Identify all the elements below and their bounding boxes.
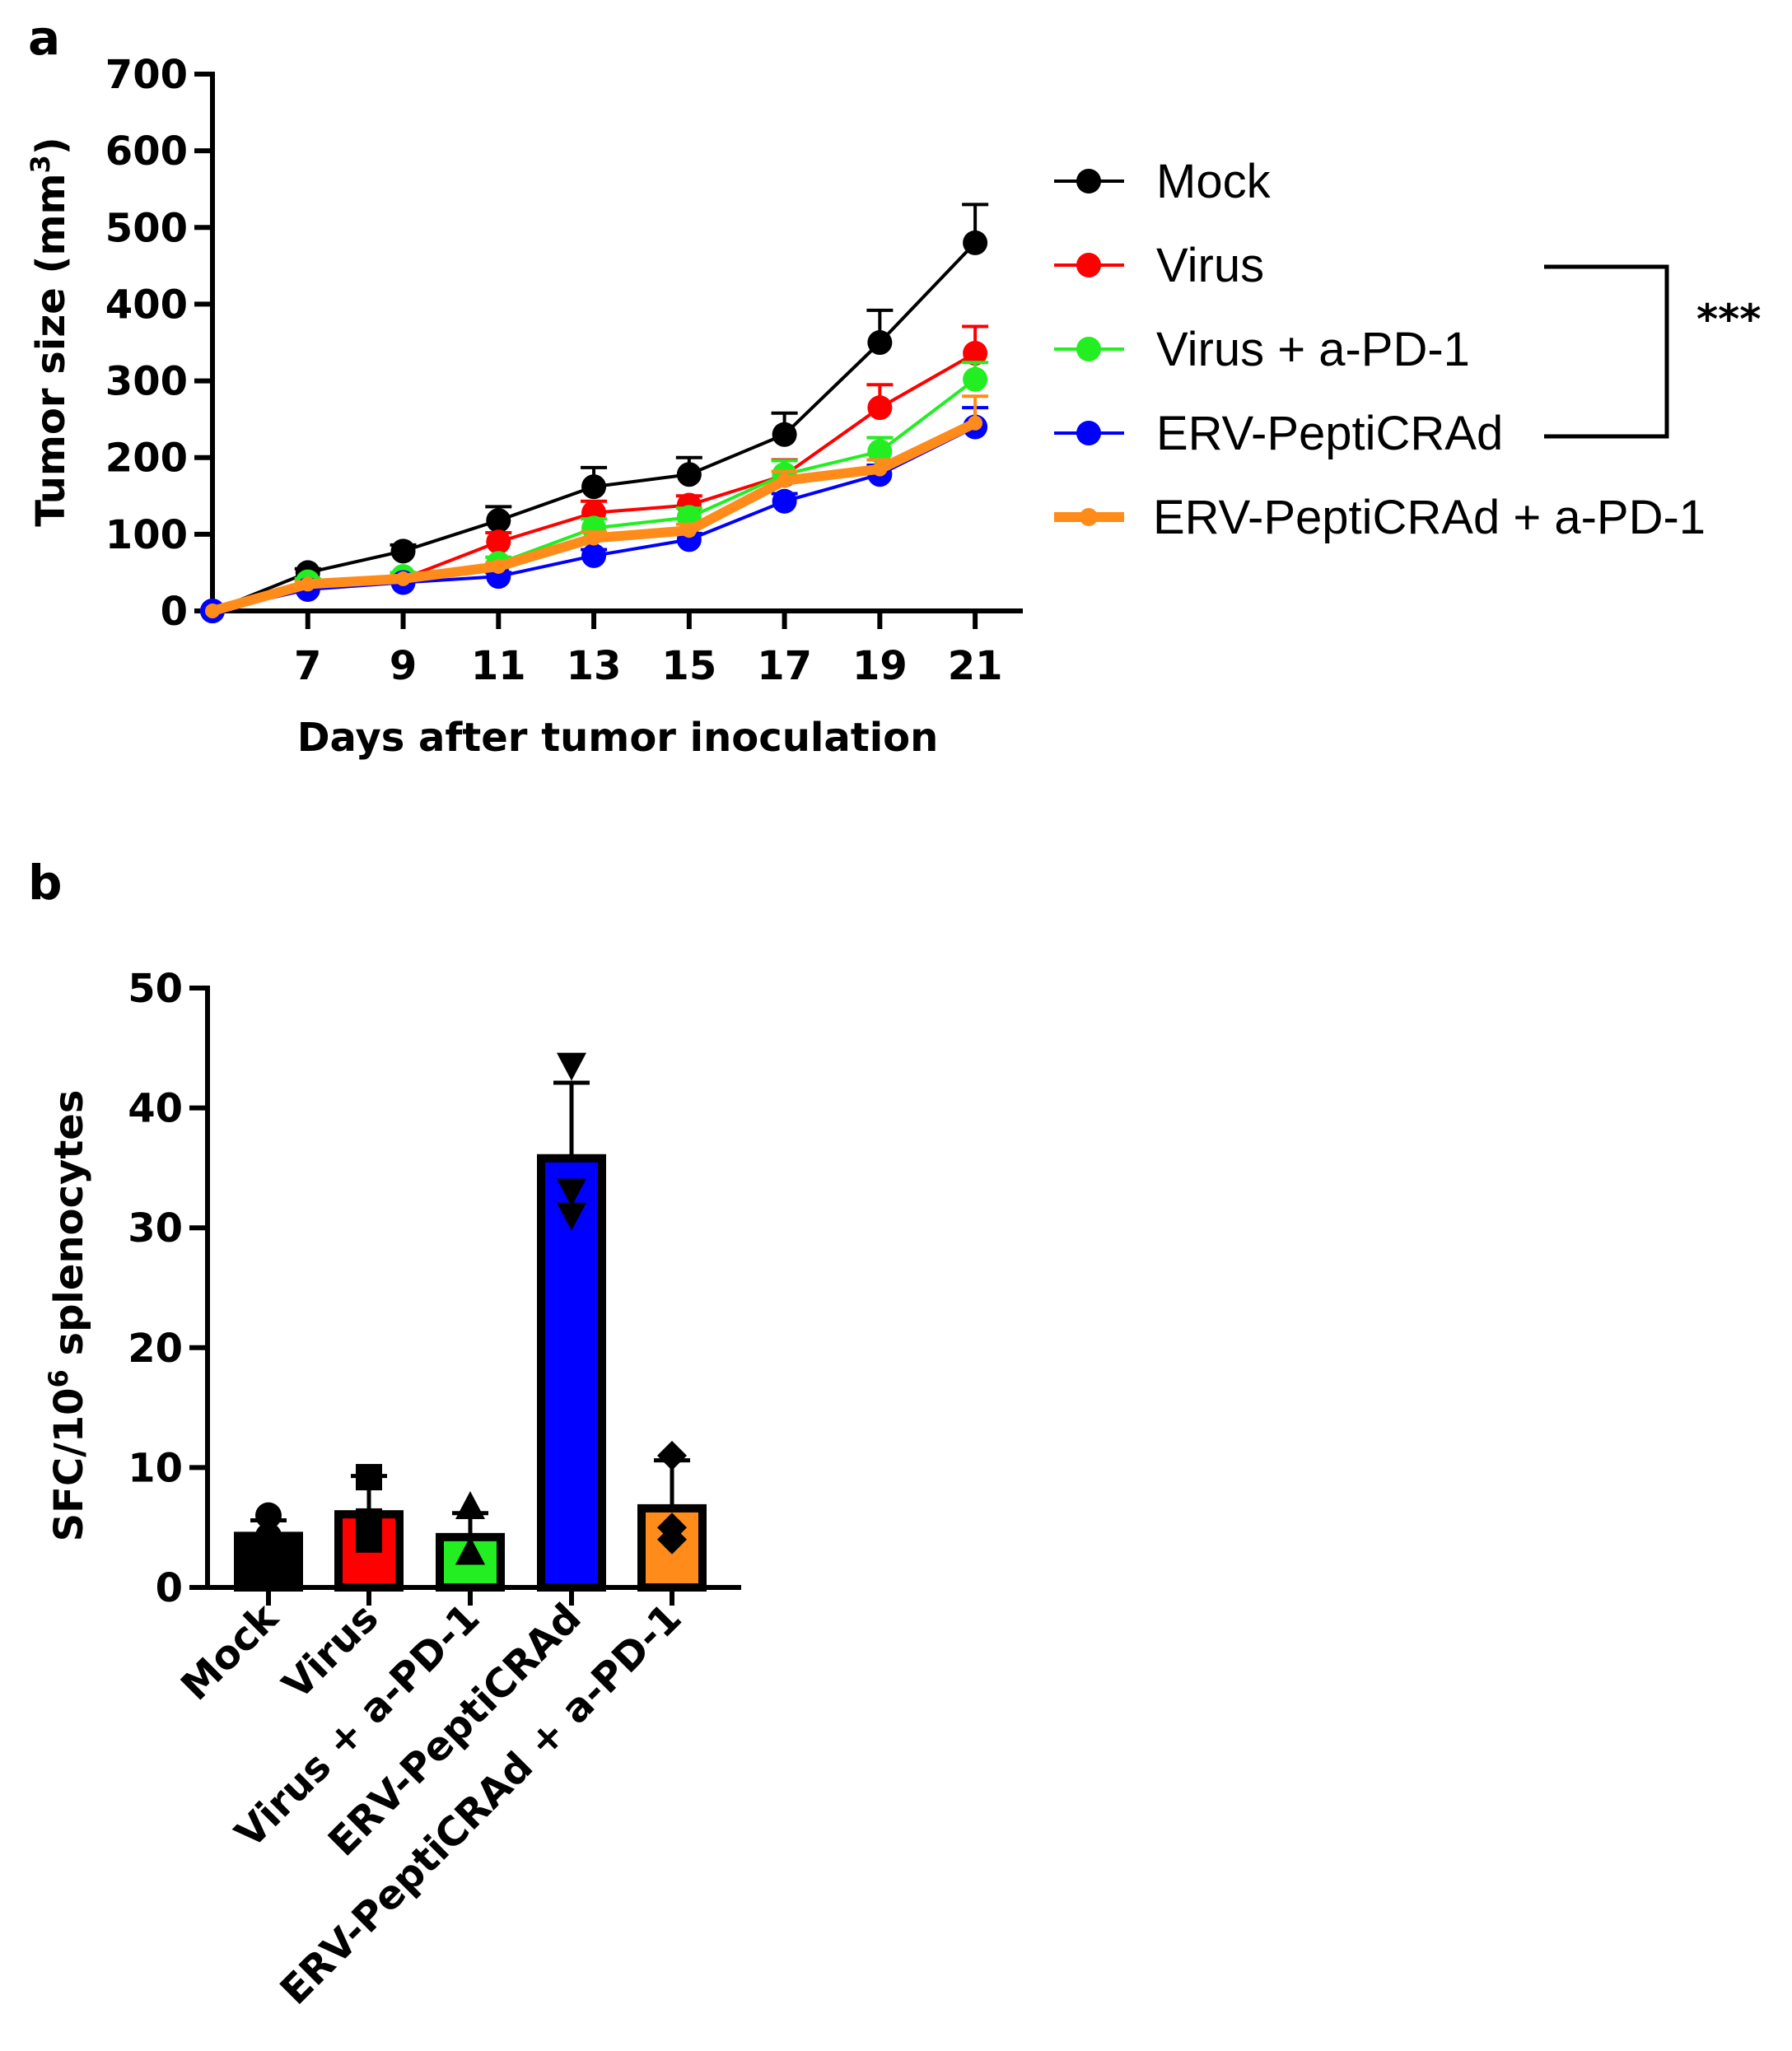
data-point xyxy=(356,1508,382,1535)
bracket-line xyxy=(1544,264,1669,439)
legend-label: Virus xyxy=(1156,239,1264,292)
y-axis-title: Tumor size (mm3) xyxy=(25,137,74,526)
significance-label: *** xyxy=(1696,296,1761,343)
legend-swatch-marker xyxy=(1076,253,1101,277)
y-tick-label: 100 xyxy=(105,512,188,558)
bar-group-2 xyxy=(436,1490,505,1606)
data-point xyxy=(681,523,697,538)
legend-label: Mock xyxy=(1156,155,1272,208)
data-point xyxy=(867,330,893,355)
legend-item: Virus + a-PD-1 xyxy=(1054,323,1470,376)
bar-group-1 xyxy=(334,1464,404,1606)
series-4 xyxy=(205,394,989,618)
data-point xyxy=(486,508,511,534)
data-point xyxy=(772,422,797,447)
bar-group-0 xyxy=(234,1502,303,1606)
y-tick-label: 0 xyxy=(156,1565,183,1611)
bars-group xyxy=(234,1052,707,1606)
data-point xyxy=(395,571,411,586)
x-tick-label: 13 xyxy=(567,643,622,689)
legend-item: ERV-PeptiCRAd + a-PD-1 xyxy=(1054,491,1706,544)
legend-item: ERV-PeptiCRAd xyxy=(1054,407,1503,460)
x-tick-label: 19 xyxy=(852,643,908,689)
significance-bracket: *** xyxy=(1544,264,1761,439)
data-point xyxy=(557,1202,586,1231)
legend-swatch-marker xyxy=(1076,169,1101,193)
y-tick-label: 20 xyxy=(128,1326,183,1372)
data-point xyxy=(581,474,607,500)
x-axis-title: Days after tumor inoculation xyxy=(297,715,939,761)
panel-b-label: b xyxy=(28,855,63,911)
bar-group-4 xyxy=(637,1440,707,1606)
data-point xyxy=(968,415,983,431)
legend-swatch-marker xyxy=(1076,421,1101,445)
panel-a-label: a xyxy=(28,10,60,66)
data-point xyxy=(255,1538,282,1565)
y-tick-label: 300 xyxy=(105,359,188,405)
x-tick-label: 21 xyxy=(948,643,1003,689)
data-point xyxy=(963,341,988,366)
data-point xyxy=(557,1178,586,1207)
legend: Mock Virus Virus + a-PD-1 ERV-PeptiCRAd ERV… xyxy=(1054,155,1706,544)
data-point xyxy=(657,1524,687,1555)
data-point xyxy=(356,1464,382,1491)
data-point xyxy=(300,576,315,592)
data-point xyxy=(586,530,602,546)
bar-group-3 xyxy=(537,1052,606,1606)
data-point xyxy=(963,366,988,392)
y-tick-label: 30 xyxy=(128,1205,183,1252)
legend-label: Virus + a-PD-1 xyxy=(1156,323,1470,376)
data-point xyxy=(255,1502,282,1529)
x-tick-label: 9 xyxy=(390,643,417,689)
legend-item: Mock xyxy=(1054,155,1272,208)
data-point xyxy=(777,473,792,488)
x-category-label: Mock xyxy=(172,1594,287,1709)
y-tick-label: 500 xyxy=(105,205,188,251)
x-tick-label: 11 xyxy=(471,643,526,689)
data-point xyxy=(867,439,893,464)
legend-swatch-marker xyxy=(1080,508,1098,526)
y-tick-label: 200 xyxy=(105,436,188,482)
data-point xyxy=(676,462,702,487)
y-tick-label: 700 xyxy=(105,52,188,98)
data-point xyxy=(557,1052,586,1081)
data-point xyxy=(455,1490,485,1519)
data-point xyxy=(455,1536,485,1565)
data-point xyxy=(867,395,893,421)
data-point xyxy=(491,558,506,574)
y-tick-label: 50 xyxy=(128,966,183,1012)
y-tick-label: 10 xyxy=(128,1445,183,1491)
data-point xyxy=(486,529,511,555)
data-point xyxy=(963,230,988,255)
data-point xyxy=(390,538,416,564)
data-point xyxy=(581,543,607,568)
data-point xyxy=(872,461,888,477)
series-group xyxy=(200,203,989,623)
data-point xyxy=(657,1440,687,1471)
tumor-growth-line-chart: 0 100 200 300 400 500 600 700 7 9 11 13 15 17 19 21 Da… xyxy=(25,52,1761,761)
x-tick-label: 15 xyxy=(661,643,716,689)
x-tick-label: 17 xyxy=(757,643,812,689)
y-tick-label: 40 xyxy=(128,1086,183,1132)
y-tick-label: 600 xyxy=(105,128,188,175)
x-axis: 7 9 11 13 15 17 19 21 xyxy=(210,608,1023,689)
y-axis: 0 100 200 300 400 500 600 700 xyxy=(105,52,215,635)
legend-label: ERV-PeptiCRAd + a-PD-1 xyxy=(1153,491,1706,544)
legend-item: Virus xyxy=(1054,239,1264,292)
legend-label: ERV-PeptiCRAd xyxy=(1156,407,1503,460)
y-axis-title: SFC/106 splenocytes xyxy=(43,1090,92,1542)
legend-swatch-marker xyxy=(1076,337,1101,361)
x-tick-label: 7 xyxy=(294,643,321,689)
data-point xyxy=(205,604,220,618)
data-point xyxy=(772,488,797,514)
y-tick-label: 0 xyxy=(161,589,188,635)
y-tick-label: 400 xyxy=(105,282,188,328)
